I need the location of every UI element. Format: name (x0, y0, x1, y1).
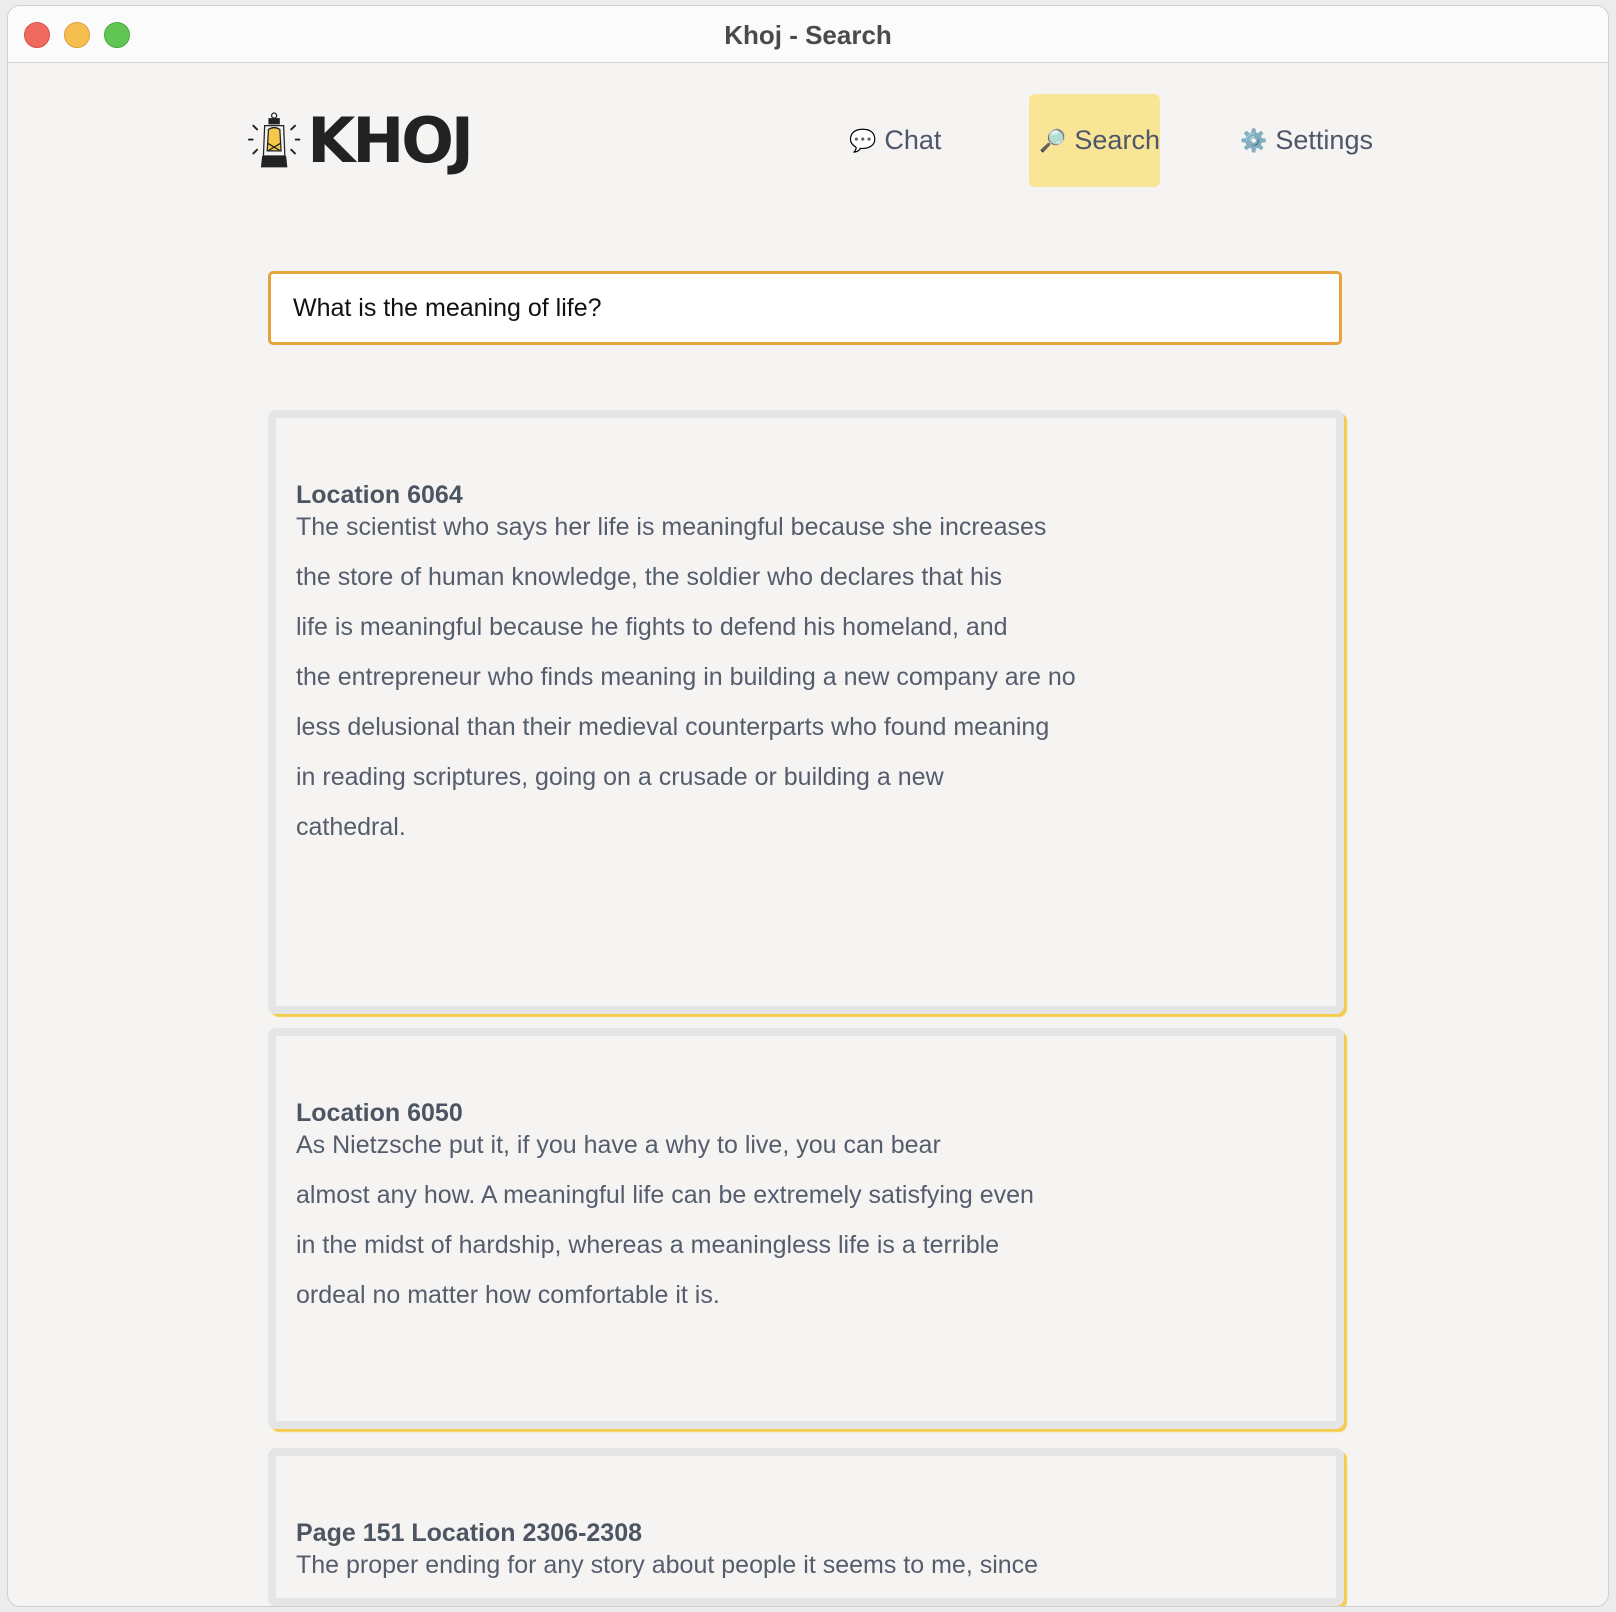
result-line: the store of human knowledge, the soldie… (296, 563, 1002, 591)
app-window: Khoj - Search KHOJ 💬 Chat 🔎 Search ⚙️ Se… (8, 6, 1608, 1606)
khoj-logo[interactable]: KHOJ (247, 95, 474, 186)
result-line: As Nietzsche put it, if you have a why t… (296, 1131, 941, 1159)
gear-icon: ⚙️ (1240, 127, 1268, 153)
result-heading: Page 151 Location 2306-2308 (296, 1519, 643, 1547)
lantern-icon (247, 112, 301, 168)
logo-text: KHOJ (307, 104, 474, 177)
result-heading: Location 6050 (296, 1099, 463, 1127)
result-card: Page 151 Location 2306-2308 The proper e… (268, 1448, 1344, 1606)
speech-bubble-icon: 💬 (849, 127, 877, 153)
result-line: cathedral. (296, 813, 406, 841)
minimize-window-button[interactable] (64, 22, 90, 48)
result-line: in reading scriptures, going on a crusad… (296, 763, 944, 791)
search-input[interactable] (268, 271, 1342, 345)
result-line: The scientist who says her life is meani… (296, 513, 1047, 541)
window-title: Khoj - Search (724, 20, 892, 50)
result-line: in the midst of hardship, whereas a mean… (296, 1231, 1000, 1259)
result-line: less delusional than their medieval coun… (296, 713, 1050, 741)
nav-settings[interactable]: ⚙️ Settings (1230, 94, 1383, 187)
result-line: life is meaningful because he fights to … (296, 613, 1008, 641)
zoom-window-button[interactable] (104, 22, 130, 48)
result-line: almost any how. A meaningful life can be… (296, 1181, 1034, 1209)
result-line: The proper ending for any story about pe… (296, 1551, 1039, 1579)
result-heading: Location 6064 (296, 481, 463, 509)
title-bar: Khoj - Search (8, 6, 1608, 63)
result-line: the entrepreneur who finds meaning in bu… (296, 663, 1076, 691)
nav-settings-label: Settings (1275, 125, 1373, 155)
result-line: ordeal no matter how comfortable it is. (296, 1281, 720, 1309)
magnifier-icon: 🔎 (1039, 127, 1067, 153)
nav-chat[interactable]: 💬 Chat (839, 94, 951, 187)
result-card: Location 6050 As Nietzsche put it, if yo… (268, 1028, 1344, 1429)
close-window-button[interactable] (24, 22, 50, 48)
nav-chat-label: Chat (884, 125, 942, 155)
result-card: Location 6064 The scientist who says her… (268, 410, 1344, 1014)
nav-search[interactable]: 🔎 Search (1029, 94, 1160, 187)
nav-search-label: Search (1074, 125, 1160, 155)
